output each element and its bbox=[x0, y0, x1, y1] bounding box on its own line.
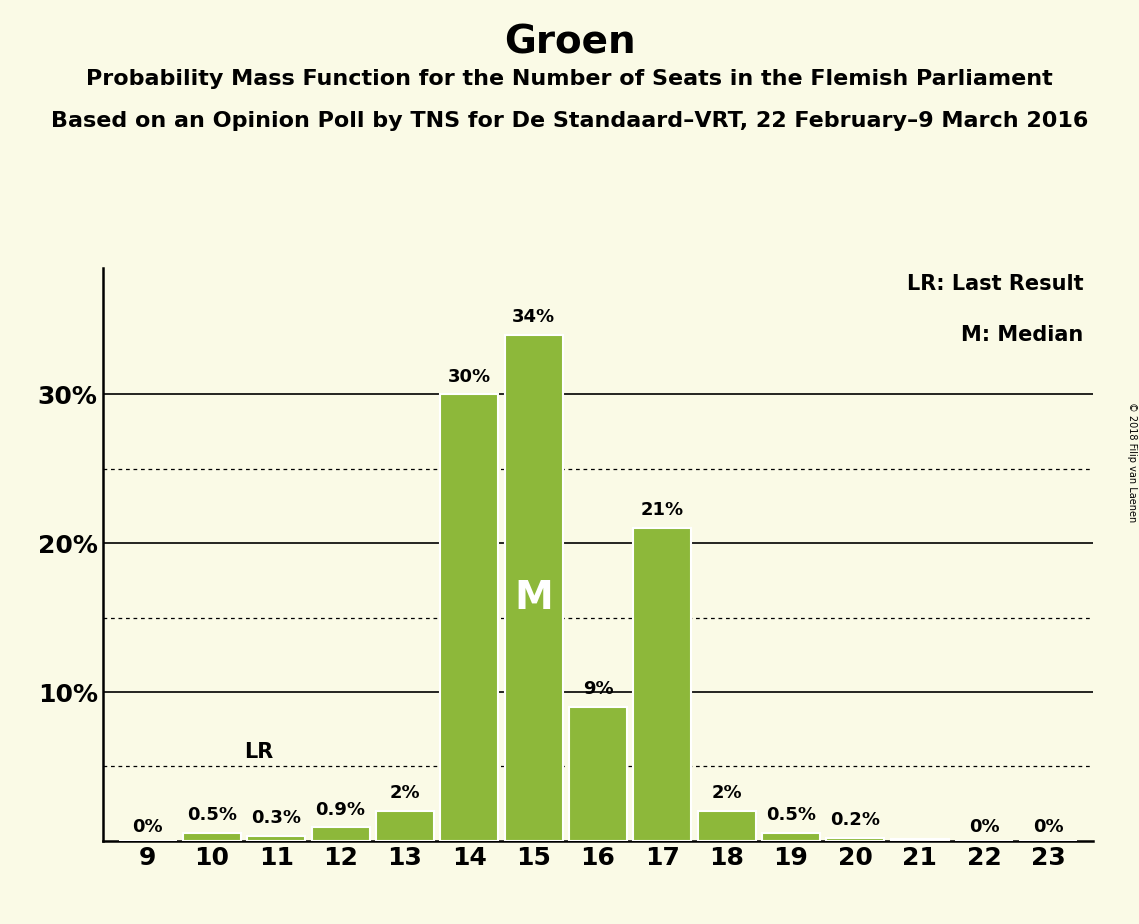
Text: Based on an Opinion Poll by TNS for De Standaard–VRT, 22 February–9 March 2016: Based on an Opinion Poll by TNS for De S… bbox=[51, 111, 1088, 131]
Text: 0%: 0% bbox=[1033, 819, 1064, 836]
Text: 0%: 0% bbox=[132, 819, 163, 836]
Bar bbox=[183, 833, 240, 841]
Bar bbox=[505, 334, 563, 841]
Bar bbox=[827, 838, 884, 841]
Text: 2%: 2% bbox=[712, 784, 741, 802]
Text: Groen: Groen bbox=[503, 23, 636, 61]
Bar bbox=[247, 836, 305, 841]
Text: 0%: 0% bbox=[969, 819, 999, 836]
Text: 30%: 30% bbox=[448, 368, 491, 385]
Bar bbox=[441, 395, 498, 841]
Text: 34%: 34% bbox=[513, 308, 555, 326]
Bar bbox=[762, 833, 820, 841]
Bar bbox=[891, 839, 949, 841]
Text: 0.5%: 0.5% bbox=[767, 807, 816, 824]
Text: M: M bbox=[514, 579, 554, 617]
Text: 0.2%: 0.2% bbox=[830, 811, 880, 829]
Bar bbox=[698, 811, 755, 841]
Bar bbox=[312, 828, 369, 841]
Text: © 2018 Filip van Laenen: © 2018 Filip van Laenen bbox=[1126, 402, 1137, 522]
Text: 0.9%: 0.9% bbox=[316, 800, 366, 819]
Text: 0.5%: 0.5% bbox=[187, 807, 237, 824]
Text: 0.3%: 0.3% bbox=[252, 809, 301, 828]
Text: LR: LR bbox=[244, 742, 273, 762]
Text: 2%: 2% bbox=[390, 784, 420, 802]
Text: LR: Last Result: LR: Last Result bbox=[907, 274, 1083, 294]
Bar bbox=[376, 811, 434, 841]
Text: 21%: 21% bbox=[641, 502, 683, 519]
Text: 9%: 9% bbox=[583, 680, 613, 698]
Text: M: Median: M: Median bbox=[961, 325, 1083, 346]
Bar bbox=[570, 707, 626, 841]
Bar bbox=[633, 529, 691, 841]
Text: Probability Mass Function for the Number of Seats in the Flemish Parliament: Probability Mass Function for the Number… bbox=[87, 69, 1052, 90]
